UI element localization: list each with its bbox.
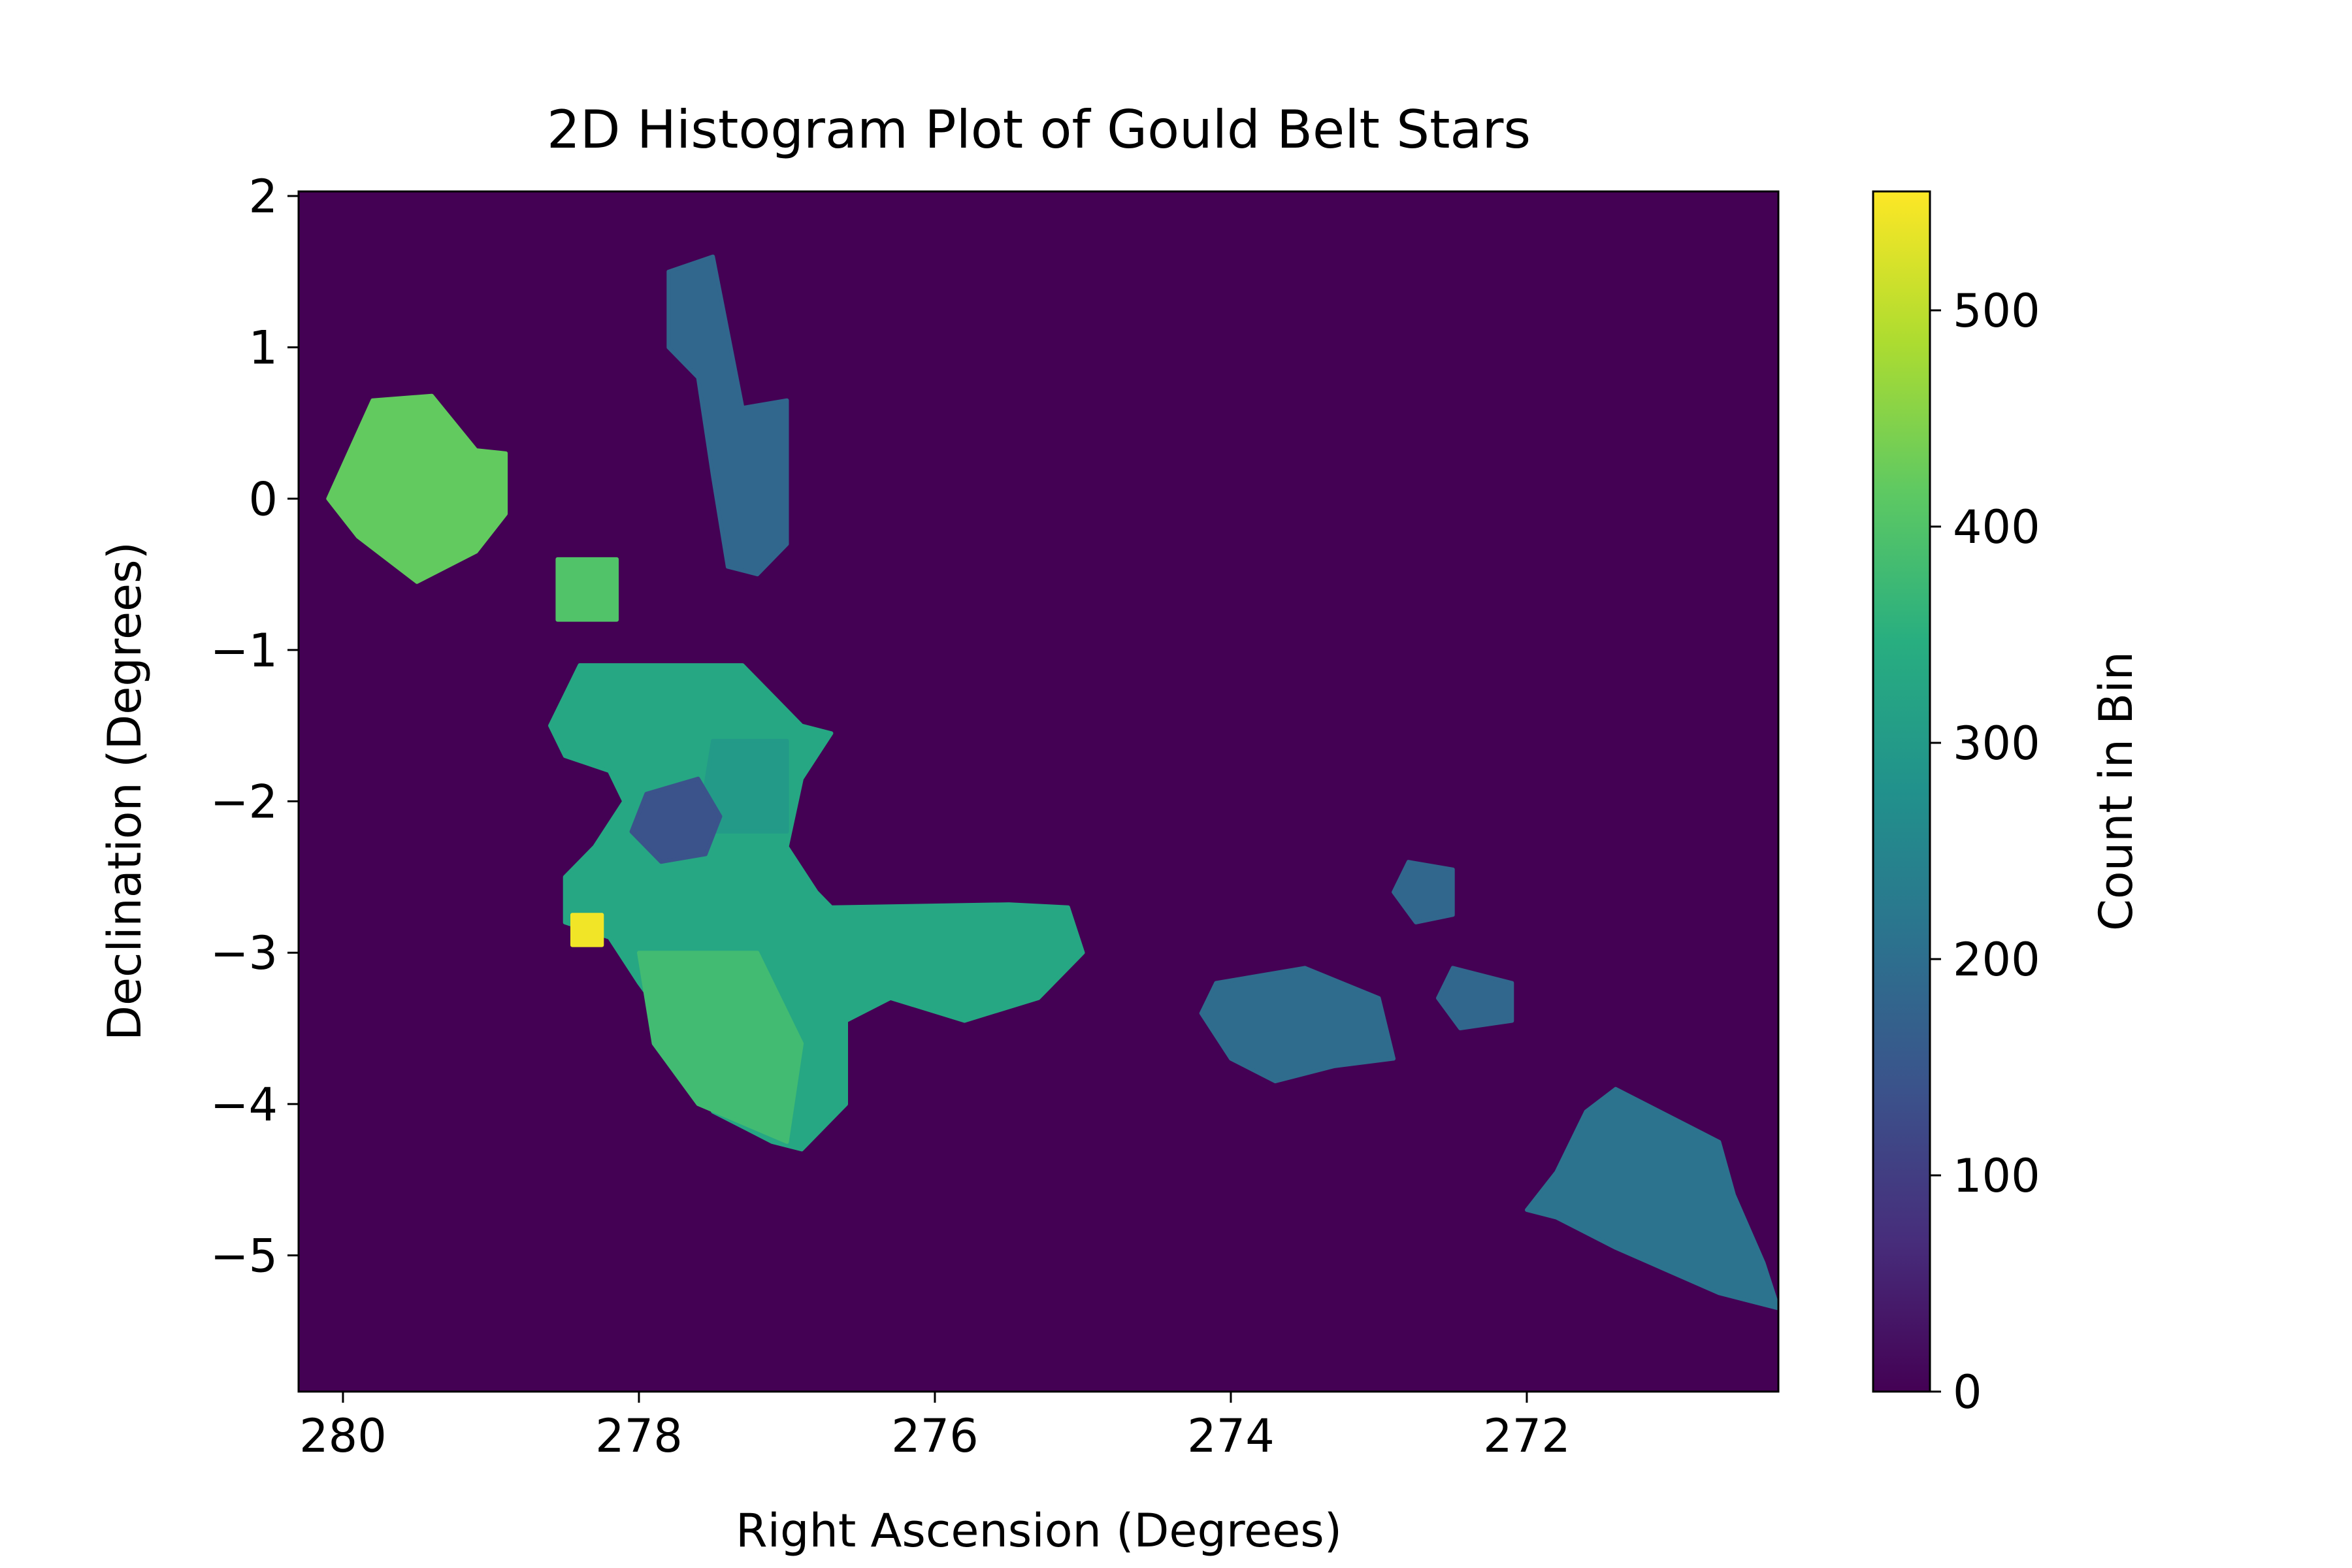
x-tick-label: 278 bbox=[595, 1409, 683, 1463]
region-tiny-blob-south bbox=[1436, 966, 1514, 1030]
colorbar-tick-label: 300 bbox=[1953, 717, 2040, 770]
y-tick-label: −4 bbox=[210, 1078, 278, 1132]
x-axis: 280 278 276 274 272 bbox=[299, 1392, 1571, 1463]
y-axis-label: Declination (Degrees) bbox=[98, 542, 152, 1041]
plot-frame bbox=[297, 190, 1780, 1393]
region-southeast-blob bbox=[1525, 1086, 1778, 1311]
colorbar-tick-label: 500 bbox=[1953, 284, 2040, 338]
region-small-square bbox=[555, 557, 619, 622]
heatmap-regions bbox=[326, 254, 1778, 1311]
colorbar-ticks: 0 100 200 300 400 500 bbox=[1930, 284, 2040, 1419]
y-tick-label: −1 bbox=[210, 624, 278, 678]
colorbar-tick-label: 400 bbox=[1953, 500, 2040, 554]
heatmap-background bbox=[299, 191, 1778, 1392]
colorbar-tick-label: 100 bbox=[1953, 1149, 2040, 1203]
y-tick-label: −5 bbox=[210, 1230, 278, 1283]
x-tick-label: 276 bbox=[891, 1409, 979, 1463]
region-central-hole bbox=[629, 776, 723, 864]
colorbar-gradient bbox=[1872, 190, 1931, 1393]
chart-title: 2D Histogram Plot of Gould Belt Stars bbox=[547, 99, 1531, 160]
colorbar-label: Count in Bin bbox=[2089, 651, 2143, 931]
region-northern-strip bbox=[666, 254, 789, 577]
x-tick-label: 272 bbox=[1483, 1409, 1571, 1463]
y-tick-label: −3 bbox=[210, 926, 278, 980]
x-axis-label: Right Ascension (Degrees) bbox=[736, 1504, 1342, 1558]
region-central-small-blob bbox=[1199, 966, 1396, 1084]
colorbar-tick-label: 0 bbox=[1953, 1365, 1982, 1419]
y-tick-label: 0 bbox=[248, 472, 278, 526]
y-tick-label: 1 bbox=[248, 321, 278, 375]
x-tick-label: 280 bbox=[299, 1409, 387, 1463]
region-tiny-blob-north bbox=[1392, 860, 1455, 924]
region-southern-lobe bbox=[637, 951, 804, 1144]
x-tick-label: 274 bbox=[1187, 1409, 1275, 1463]
region-northwest-blob bbox=[326, 393, 508, 584]
region-hot-spot bbox=[570, 913, 604, 947]
y-axis: 2 1 0 −1 −2 −3 −4 −5 bbox=[210, 170, 299, 1283]
y-tick-label: −2 bbox=[210, 776, 278, 829]
y-tick-label: 2 bbox=[248, 170, 278, 223]
colorbar: 0 100 200 300 400 500 Count in Bin bbox=[1872, 190, 2143, 1419]
heatmap-plot-area bbox=[297, 190, 1780, 1393]
colorbar-tick-label: 200 bbox=[1953, 933, 2040, 987]
